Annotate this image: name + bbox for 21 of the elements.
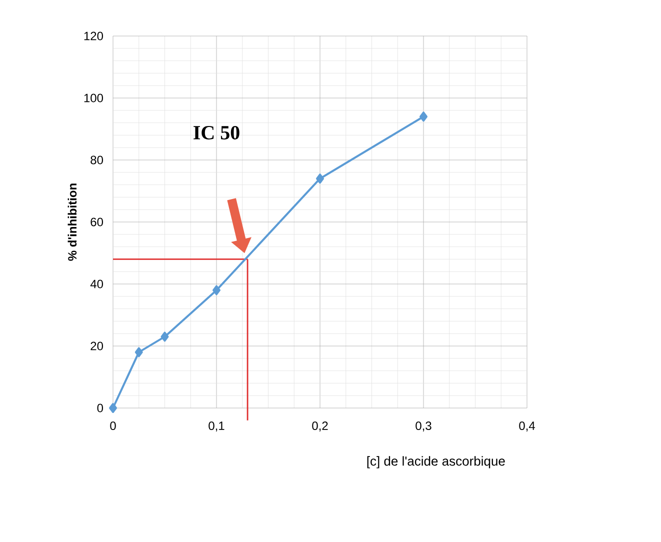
y-tick-label: 80	[90, 156, 104, 164]
y-tick-label: 120	[84, 32, 104, 40]
point	[109, 403, 117, 413]
y-tick-label: 40	[90, 280, 104, 288]
y-axis-title: % d'inhibition	[68, 184, 77, 261]
x-tick-label: 0,3	[416, 422, 432, 432]
point	[316, 174, 324, 184]
point	[212, 285, 220, 296]
point	[134, 347, 143, 358]
point	[420, 112, 428, 122]
y-tick-label: 100	[84, 94, 104, 102]
annotation: IC 50	[194, 126, 240, 140]
x-tick-label: 0	[110, 422, 116, 430]
x-axis-title: [c] de l'acide ascorbique	[367, 456, 505, 468]
x-tick-label: 0,1	[208, 422, 224, 432]
x-tick-label: 0,4	[519, 422, 535, 432]
point	[160, 332, 169, 342]
y-tick-label: 20	[90, 342, 104, 350]
x-tick-label: 0,2	[312, 422, 328, 432]
y-tick-label: 60	[90, 218, 104, 226]
y-tick-label: 0	[97, 404, 104, 412]
